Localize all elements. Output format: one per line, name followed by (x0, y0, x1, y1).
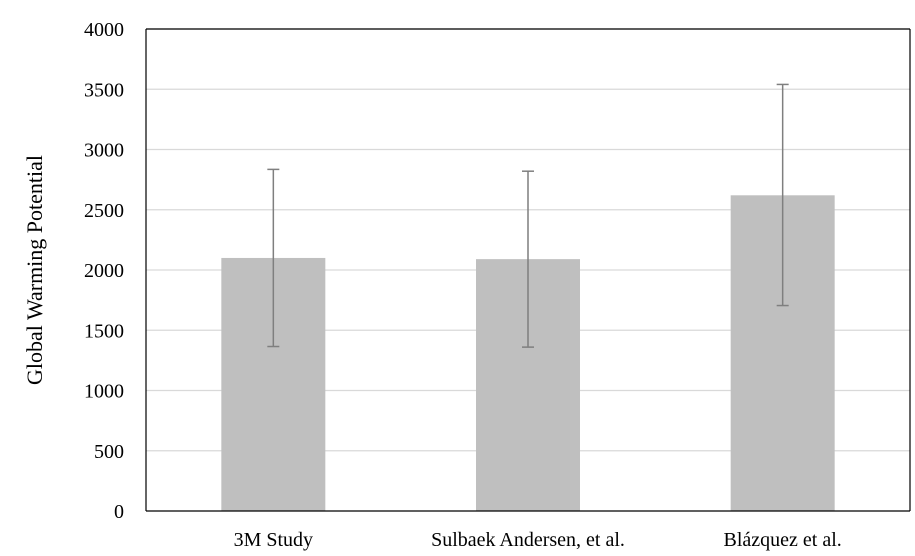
error-bars (267, 83, 789, 348)
axes (145, 28, 911, 512)
bars (221, 195, 835, 512)
y-tick-label: 3500 (84, 79, 124, 101)
y-tick-label: 500 (94, 441, 124, 463)
x-category-label: Sulbaek Andersen, et al. (431, 529, 625, 551)
tick-labels: 0 500 1000 1500 2000 2500 3000 3500 4000 3M Study… (84, 19, 842, 551)
y-tick-label: 2000 (84, 260, 124, 282)
x-category-label: 3M Study (234, 529, 313, 551)
error-bar (267, 168, 280, 348)
y-tick-label: 1000 (84, 381, 124, 403)
x-category-label: Blázquez et al. (724, 529, 842, 551)
error-bar (776, 83, 789, 307)
y-tick-label: 4000 (84, 19, 124, 41)
error-bar (522, 170, 534, 348)
y-tick-label: 1500 (84, 320, 124, 342)
y-axis-title: Global Warming Potential (22, 155, 47, 385)
y-tick-label: 2500 (84, 200, 124, 222)
y-tick-label: 3000 (84, 140, 124, 162)
y-tick-label: 0 (114, 501, 124, 523)
